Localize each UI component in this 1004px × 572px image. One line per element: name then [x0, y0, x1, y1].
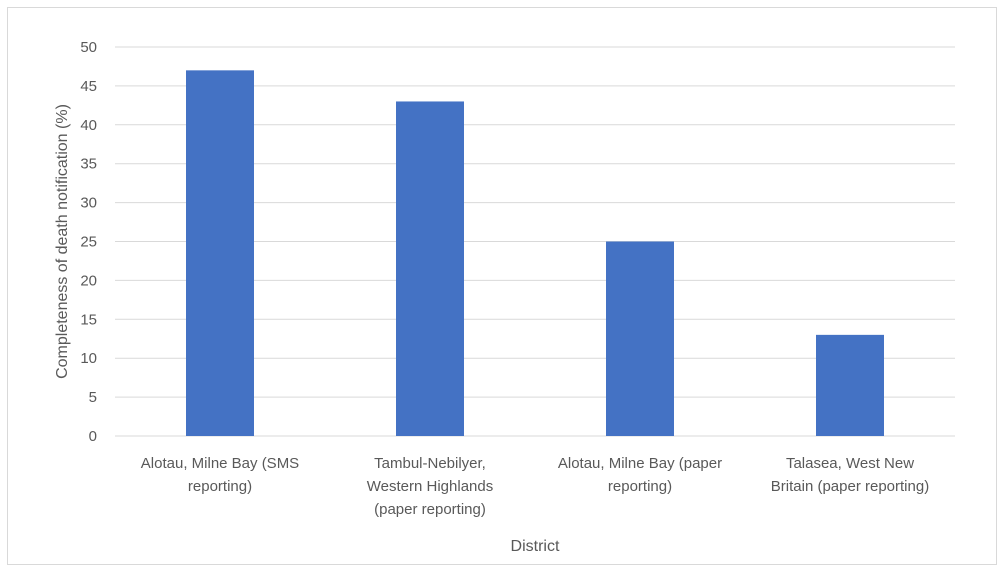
y-tick-label: 30 [80, 195, 97, 212]
grid-lines [115, 46, 955, 437]
y-tick-label: 25 [80, 234, 97, 251]
y-tick-label: 15 [80, 311, 97, 328]
y-tick-label: 45 [80, 78, 97, 95]
y-tick-label: 5 [89, 389, 97, 406]
bar [396, 101, 464, 437]
y-tick-label: 10 [80, 350, 97, 367]
bar [816, 334, 884, 436]
y-tick-label: 0 [89, 428, 97, 445]
y-tick-label: 20 [80, 272, 97, 289]
x-tick-labels: Alotau, Milne Bay (SMS reporting) Tambul-N… [141, 455, 929, 518]
x-tick-label: Talasea, West New Britain (paper reportin… [771, 455, 929, 495]
chart-frame [7, 7, 997, 565]
x-tick-label: Tambul-Nebilyer, Western Highlands (paper … [367, 455, 493, 518]
bar [606, 241, 674, 436]
bars [186, 70, 884, 437]
y-tick-labels: 0 5 10 15 20 25 30 35 40 45 50 [80, 39, 97, 445]
y-tick-label: 40 [80, 117, 97, 134]
y-tick-label: 50 [80, 39, 97, 56]
x-axis-title: District [511, 538, 560, 555]
bar [186, 70, 254, 436]
y-axis-title: Completeness of death notification (%) [54, 104, 71, 379]
y-tick-label: 35 [80, 156, 97, 173]
x-tick-label: Alotau, Milne Bay (SMS reporting) [141, 455, 299, 495]
x-tick-label: Alotau, Milne Bay (paper reporting) [558, 455, 722, 495]
